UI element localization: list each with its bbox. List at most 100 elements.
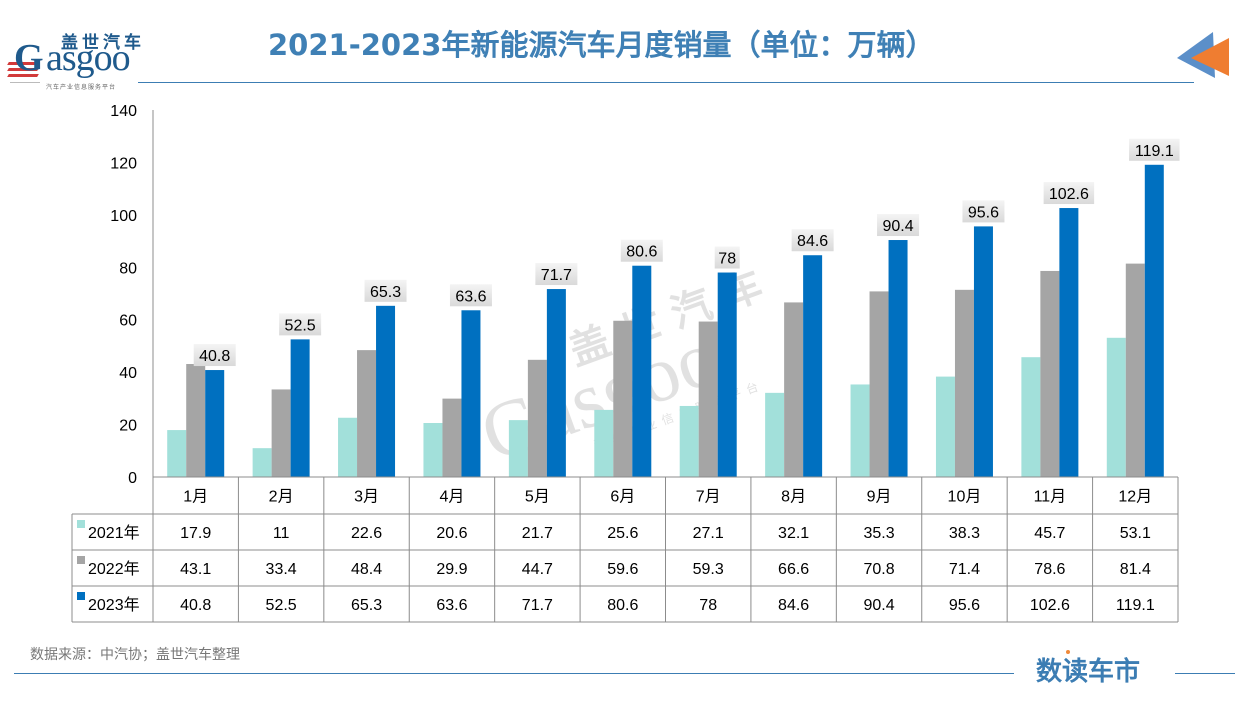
back-arrows-icon	[1177, 32, 1229, 78]
table-cell: 70.8	[863, 561, 894, 578]
arrow-blue-icon	[1177, 32, 1215, 78]
table-cell: 59.3	[693, 561, 724, 578]
data-label-bg	[791, 229, 834, 252]
data-label: 71.7	[541, 267, 572, 284]
x-tick-label: 7月	[696, 489, 721, 506]
table-cell: 71.4	[949, 561, 980, 578]
bar-2023年-10月	[973, 226, 993, 477]
footer-divider-left	[14, 673, 1014, 674]
y-tick-label: 80	[119, 260, 137, 277]
bar-2022年-1月	[186, 364, 206, 477]
bar-2022年-3月	[357, 350, 377, 477]
x-tick-label: 5月	[525, 489, 550, 506]
x-tick-label: 8月	[781, 489, 806, 506]
bar-2022年-12月	[1125, 263, 1145, 477]
bar-2021年-1月	[167, 430, 187, 477]
data-label: 80.6	[626, 244, 657, 261]
logo-chinese-name: 盖世汽车	[61, 33, 145, 53]
data-source-note: 数据来源：中汽协；盖世汽车整理	[30, 647, 240, 663]
bar-2022年-9月	[869, 291, 889, 477]
data-label: 63.6	[455, 288, 486, 305]
x-tick-label: 2月	[269, 489, 294, 506]
bar-2023年-4月	[461, 310, 481, 477]
logo-divider-left	[10, 82, 40, 83]
data-table: 1月 2月 3月 4月 5月 6月 7月 8月 9月 10月 11月 12月 2021年 17.9 11 22…	[71, 476, 1179, 623]
footer-divider-right	[1175, 673, 1235, 674]
logo-english-name: asgoo	[46, 37, 131, 79]
data-label-bg	[877, 214, 920, 237]
data-label: 102.6	[1049, 186, 1089, 203]
bar-2022年-7月	[698, 321, 718, 477]
table-cell: 29.9	[436, 561, 467, 578]
x-tick-label: 6月	[610, 489, 635, 506]
data-label: 52.5	[285, 317, 316, 334]
x-tick-label: 1月	[183, 489, 208, 506]
table-cell: 38.3	[949, 525, 980, 542]
table-cell: 71.7	[522, 597, 553, 614]
bar-2023年-9月	[888, 240, 908, 477]
table-cell: 17.9	[180, 525, 211, 542]
bar-2023年-8月	[803, 255, 823, 477]
logo-tagline: 汽车产业信息服务平台	[46, 84, 117, 91]
table-cell: 48.4	[351, 561, 382, 578]
legend-label: 2022年	[88, 560, 140, 578]
data-label-bg	[193, 344, 236, 367]
bar-2023年-6月	[632, 265, 652, 477]
legend-swatch	[77, 520, 85, 528]
bar-2023年-5月	[546, 289, 566, 477]
bar-2021年-6月	[594, 409, 614, 477]
table-cell: 90.4	[863, 597, 894, 614]
x-tick-label: 10月	[948, 489, 982, 506]
bar-2023年-12月	[1144, 164, 1164, 478]
table-cell: 59.6	[607, 561, 638, 578]
y-tick-label: 20	[119, 418, 137, 435]
data-label-bg	[714, 246, 740, 269]
table-cell: 27.1	[693, 525, 724, 542]
table-cell: 43.1	[180, 561, 211, 578]
bar-2021年-7月	[679, 405, 699, 477]
brand-name: 数读车市	[1036, 657, 1141, 687]
table-cell: 40.8	[180, 597, 211, 614]
table-cell: 102.6	[1030, 597, 1070, 614]
data-label-bg	[364, 279, 407, 302]
table-cell: 119.1	[1116, 597, 1155, 614]
data-label: 95.6	[968, 204, 999, 221]
data-label: 40.8	[199, 348, 230, 365]
data-labels: 40.8 52.5 65.3 63.6 71.7 80.6 78 84.6 90.4 95.6 10…	[193, 138, 1180, 367]
table-cell: 53.1	[1120, 525, 1151, 542]
table-cell: 44.7	[522, 561, 553, 578]
bar-2021年-2月	[252, 448, 272, 477]
bar-2023年-2月	[290, 339, 310, 477]
logo-g-letter: G	[14, 37, 44, 79]
bar-2022年-11月	[1040, 270, 1060, 477]
table-cell: 66.6	[778, 561, 809, 578]
y-tick-label: 60	[119, 313, 137, 330]
bar-2021年-3月	[338, 417, 358, 477]
data-label: 78	[718, 251, 736, 268]
bar-2022年-6月	[613, 320, 633, 477]
table-cell: 65.3	[351, 597, 382, 614]
brand-dot-icon	[1066, 650, 1070, 654]
data-label-bg	[535, 263, 578, 286]
table-cell: 22.6	[351, 525, 382, 542]
y-axis: 0 20 40 60 80 100 120 140	[110, 103, 154, 487]
table-cell: 35.3	[863, 525, 894, 542]
bar-2023年-11月	[1059, 208, 1079, 477]
legend-swatch	[77, 556, 85, 564]
table-cell: 78	[699, 597, 717, 614]
bar-2021年-5月	[508, 420, 528, 477]
bar-2022年-10月	[954, 289, 974, 477]
table-cell: 32.1	[778, 525, 809, 542]
x-tick-label: 11月	[1034, 489, 1067, 506]
bar-2022年-2月	[271, 389, 291, 477]
data-label: 65.3	[370, 284, 401, 301]
bar-2022年-8月	[784, 302, 804, 477]
x-tick-label: 3月	[354, 489, 379, 506]
arrow-orange-icon	[1191, 38, 1229, 76]
legend-label: 2023年	[88, 596, 140, 614]
bar-2022年-4月	[442, 398, 462, 477]
header-divider	[138, 82, 1194, 83]
bar-2021年-4月	[423, 422, 443, 477]
data-label-bg	[1129, 138, 1180, 161]
